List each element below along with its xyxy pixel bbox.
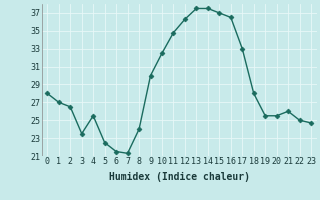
X-axis label: Humidex (Indice chaleur): Humidex (Indice chaleur) <box>109 172 250 182</box>
